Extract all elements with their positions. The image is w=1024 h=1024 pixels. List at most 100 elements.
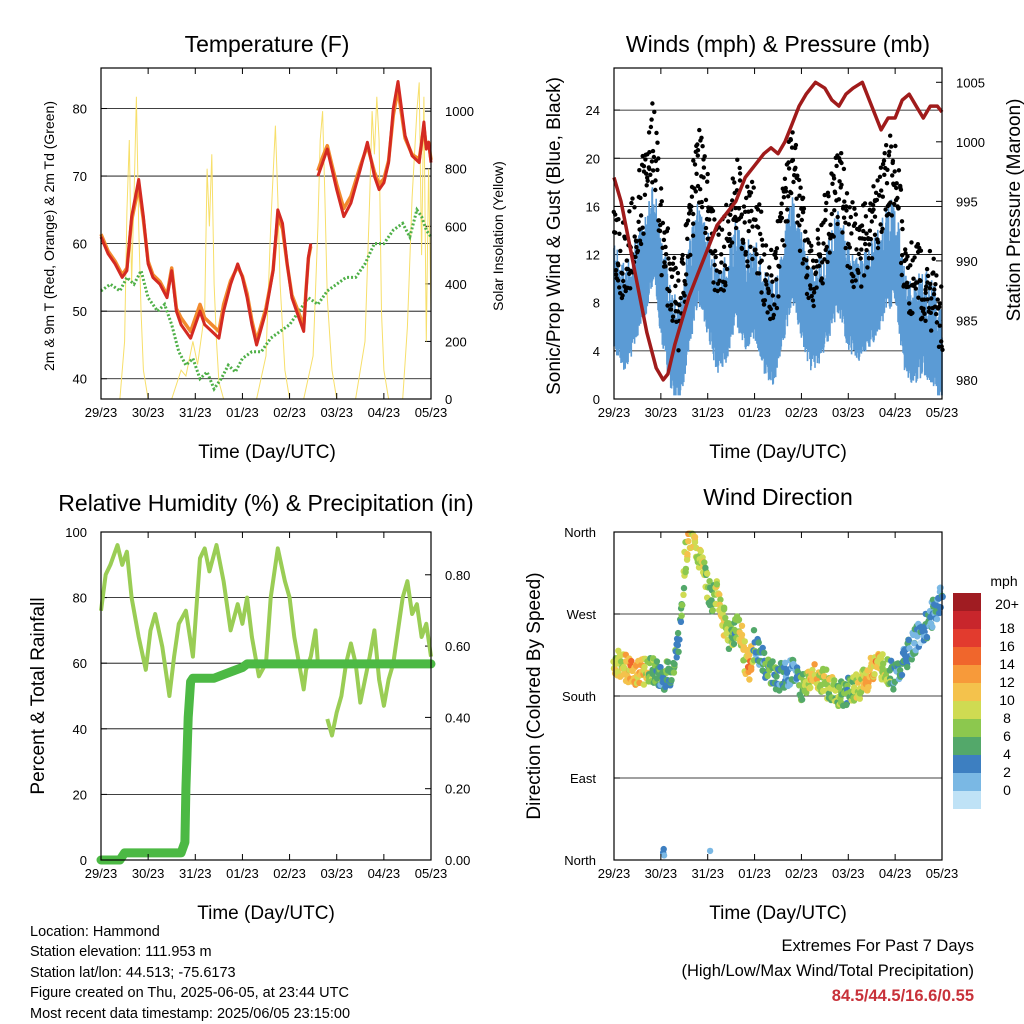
gust-point bbox=[633, 254, 638, 260]
gust-point bbox=[645, 178, 650, 183]
legend-label: 10 bbox=[999, 692, 1015, 708]
gust-point bbox=[789, 190, 794, 196]
gust-point bbox=[669, 274, 675, 279]
gust-point bbox=[705, 179, 710, 184]
gust-point bbox=[778, 210, 784, 216]
gust-point bbox=[882, 172, 887, 177]
temperature-plot-frame bbox=[100, 67, 432, 400]
gust-point bbox=[620, 293, 625, 298]
gust-point bbox=[927, 248, 933, 254]
gust-point bbox=[655, 167, 660, 173]
gust-point bbox=[638, 213, 644, 218]
direction-point bbox=[674, 641, 681, 649]
gust-point bbox=[745, 264, 750, 269]
direction-point bbox=[691, 534, 699, 541]
gust-point bbox=[821, 241, 826, 246]
gust-point bbox=[690, 233, 696, 238]
gust-point bbox=[688, 208, 693, 213]
gust-point bbox=[825, 190, 831, 195]
gust-point bbox=[815, 236, 821, 241]
direction-point bbox=[911, 640, 918, 647]
gust-point bbox=[928, 310, 933, 315]
direction-point bbox=[871, 671, 878, 678]
gust-point bbox=[918, 278, 923, 283]
gust-point bbox=[844, 204, 849, 209]
gust-point bbox=[786, 160, 791, 165]
gust-point bbox=[920, 315, 925, 320]
gust-point bbox=[730, 198, 735, 203]
legend-label: 14 bbox=[999, 656, 1015, 672]
gust-point bbox=[856, 251, 862, 257]
direction-point bbox=[676, 636, 683, 643]
gust-point bbox=[773, 255, 779, 261]
gust-point bbox=[685, 236, 690, 241]
gust-point bbox=[637, 168, 642, 173]
direction-point bbox=[939, 593, 946, 600]
direction-point bbox=[670, 669, 678, 676]
gust-point bbox=[781, 195, 787, 200]
gust-point bbox=[872, 232, 878, 237]
gust-point bbox=[864, 231, 869, 236]
gust-point bbox=[839, 151, 844, 156]
legend-swatch bbox=[953, 629, 981, 647]
gust-point bbox=[923, 318, 928, 323]
direction-point bbox=[820, 673, 828, 680]
direction-x-tick-label: 29/23 bbox=[598, 866, 631, 881]
gust-point bbox=[774, 246, 780, 251]
gust-point bbox=[913, 286, 918, 291]
direction-point bbox=[865, 684, 872, 691]
humidity-y-tick-label: 40 bbox=[73, 722, 87, 737]
gust-point bbox=[856, 270, 861, 275]
gust-point bbox=[766, 290, 771, 296]
gust-point bbox=[653, 178, 658, 183]
humidity-x-tick-label: 30/23 bbox=[132, 866, 165, 881]
gust-point bbox=[867, 242, 872, 247]
gust-point bbox=[866, 256, 872, 261]
gust-point bbox=[693, 189, 698, 194]
legend-label: 20+ bbox=[995, 596, 1019, 612]
gust-point bbox=[894, 181, 899, 186]
gust-point bbox=[892, 169, 897, 174]
gust-point bbox=[667, 288, 672, 294]
gust-point bbox=[649, 117, 654, 122]
legend-swatch bbox=[953, 611, 981, 629]
temperature-y-tick-label: 60 bbox=[73, 237, 87, 252]
direction-y-tick-label: North bbox=[564, 853, 596, 868]
direction-point bbox=[702, 564, 709, 572]
direction-point bbox=[684, 550, 691, 558]
direction-point bbox=[782, 659, 789, 666]
gust-point bbox=[770, 293, 775, 298]
gust-point bbox=[749, 179, 755, 185]
gust-point bbox=[926, 305, 932, 311]
gust-point bbox=[786, 166, 792, 171]
gust-point bbox=[924, 266, 930, 272]
gust-point bbox=[815, 227, 820, 232]
legend-swatch bbox=[953, 791, 981, 809]
direction-point bbox=[668, 677, 675, 684]
gust-point bbox=[765, 310, 770, 315]
gust-point bbox=[871, 207, 876, 212]
gust-point bbox=[852, 206, 857, 211]
temperature-x-tick-label: 01/23 bbox=[226, 405, 259, 420]
gust-point bbox=[779, 201, 784, 206]
gust-point bbox=[732, 180, 737, 185]
gust-point bbox=[652, 109, 657, 115]
gust-point bbox=[929, 328, 934, 333]
gust-point bbox=[880, 161, 886, 167]
gust-point bbox=[904, 280, 910, 285]
gust-point bbox=[782, 243, 787, 248]
gust-point bbox=[900, 253, 905, 258]
winds-x-tick-label: 05/23 bbox=[926, 405, 959, 420]
humidity-y-tick-label: 60 bbox=[73, 656, 87, 671]
gust-point bbox=[733, 214, 738, 220]
gust-point bbox=[832, 189, 837, 194]
winds-y-tick-label: 12 bbox=[586, 248, 600, 263]
legend-swatch bbox=[953, 665, 981, 683]
extremes-box: Extremes For Past 7 Days (High/Low/Max W… bbox=[681, 934, 974, 1009]
gust-point bbox=[859, 284, 864, 289]
winds-plot-frame bbox=[613, 67, 943, 400]
gust-point bbox=[859, 223, 865, 228]
legend-label: 0 bbox=[1003, 782, 1011, 798]
gust-point bbox=[644, 183, 649, 188]
gust-point bbox=[847, 245, 852, 250]
